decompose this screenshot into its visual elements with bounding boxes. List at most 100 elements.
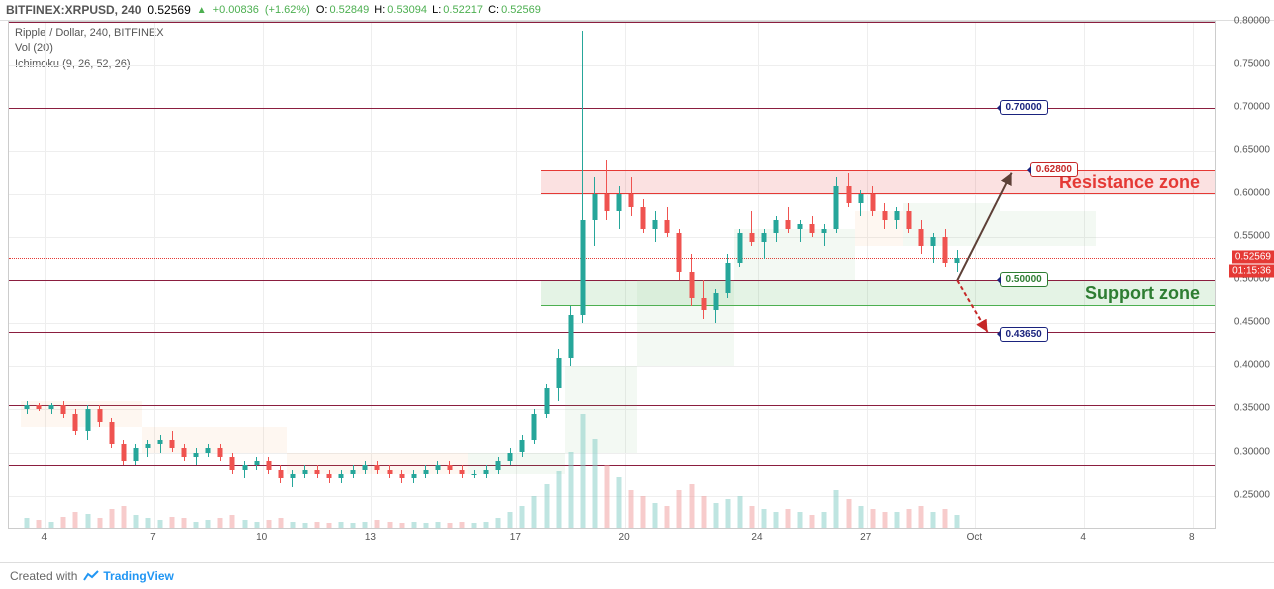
horizontal-line — [9, 258, 1215, 259]
volume-bar — [858, 506, 863, 528]
h-val: 0.53094 — [387, 4, 427, 16]
chart-header: BITFINEX:XRPUSD, 240 0.52569 ▲ +0.00836 … — [0, 0, 1274, 21]
volume-bar — [73, 512, 78, 528]
volume-bar — [931, 512, 936, 528]
h-label: H: — [374, 4, 385, 16]
volume-bar — [242, 520, 247, 528]
ichimoku-cloud — [565, 366, 637, 452]
l-label: L: — [432, 4, 441, 16]
gridline-v — [867, 22, 868, 528]
volume-bar — [955, 515, 960, 528]
volume-bar — [508, 512, 513, 528]
price-callout: 0.62800 — [1030, 162, 1078, 177]
volume-bar — [737, 496, 742, 528]
volume-bar — [882, 512, 887, 528]
x-axis: 47101317202427Oct4811 — [8, 529, 1216, 549]
volume-bar — [762, 509, 767, 528]
y-tick-label: 0.35000 — [1234, 403, 1270, 414]
volume-bar — [37, 520, 42, 528]
ichimoku-cloud — [468, 453, 565, 475]
x-tick-label: Oct — [967, 532, 983, 543]
volume-bar — [725, 499, 730, 528]
x-tick-label: 10 — [256, 532, 267, 543]
x-tick-label: 13 — [365, 532, 376, 543]
gridline-v — [975, 22, 976, 528]
volume-bar — [665, 506, 670, 528]
c-label: C: — [488, 4, 499, 16]
volume-bar — [568, 452, 573, 528]
volume-bar — [218, 518, 223, 528]
volume-bar — [653, 503, 658, 528]
volume-bar — [894, 512, 899, 528]
volume-bar — [351, 523, 356, 528]
volume-bar — [592, 439, 597, 528]
volume-bar — [315, 522, 320, 528]
volume-bar — [701, 496, 706, 528]
gridline-v — [45, 22, 46, 528]
x-tick-label: 20 — [619, 532, 630, 543]
volume-bar — [774, 512, 779, 528]
gridline-h — [9, 65, 1215, 66]
last-price: 0.52569 — [147, 3, 190, 17]
volume-bar — [484, 522, 489, 528]
volume-bar — [496, 518, 501, 528]
volume-bar — [556, 471, 561, 528]
volume-bar — [846, 499, 851, 528]
y-tick-label: 0.40000 — [1234, 360, 1270, 371]
resistance-zone-label: Resistance zone — [1059, 172, 1200, 193]
ichimoku-cloud — [903, 203, 1000, 246]
volume-bar — [109, 509, 114, 528]
gridline-v — [1193, 22, 1194, 528]
tv-text: TradingView — [103, 569, 173, 583]
volume-bar — [61, 517, 66, 528]
volume-bar — [145, 518, 150, 528]
volume-bar — [423, 523, 428, 528]
gridline-h — [9, 496, 1215, 497]
price-change-pct: (+1.62%) — [265, 4, 310, 16]
price-callout: 0.43650 — [1000, 327, 1048, 342]
volume-bar — [133, 515, 138, 528]
volume-bar — [810, 515, 815, 528]
volume-bar — [327, 523, 332, 528]
y-tick-label: 0.60000 — [1234, 188, 1270, 199]
y-tick-label: 0.25000 — [1234, 489, 1270, 500]
support-zone-label: Support zone — [1085, 283, 1200, 304]
volume-bar — [629, 490, 634, 528]
volume-bar — [677, 490, 682, 528]
volume-bar — [943, 509, 948, 528]
volume-bar — [834, 490, 839, 528]
chart-area[interactable]: Ripple / Dollar, 240, BITFINEX Vol (20) … — [8, 21, 1216, 529]
ichimoku-cloud — [1000, 211, 1097, 245]
x-tick-label: 27 — [860, 532, 871, 543]
y-axis: 0.250000.300000.350000.400000.450000.500… — [1218, 21, 1274, 529]
price-change: +0.00836 — [213, 4, 259, 16]
volume-bar — [206, 520, 211, 528]
price-callout: 0.70000 — [1000, 100, 1048, 115]
horizontal-line — [9, 22, 1215, 23]
volume-bar — [399, 523, 404, 528]
volume-bar — [158, 520, 163, 528]
volume-bar — [906, 509, 911, 528]
horizontal-line — [9, 465, 1215, 466]
volume-bar — [532, 496, 537, 528]
volume-bar — [302, 523, 307, 528]
volume-bar — [472, 523, 477, 528]
chart-container[interactable]: Ripple / Dollar, 240, BITFINEX Vol (20) … — [0, 21, 1274, 549]
volume-bar — [580, 414, 585, 528]
tradingview-logo[interactable]: TradingView — [83, 569, 173, 583]
vol-indicator-label: Vol (20) — [15, 41, 164, 56]
gridline-h — [9, 194, 1215, 195]
volume-bar — [749, 506, 754, 528]
volume-bar — [387, 522, 392, 528]
volume-bar — [49, 522, 54, 528]
y-tick-label: 0.65000 — [1234, 145, 1270, 156]
volume-bar — [822, 512, 827, 528]
current-price-tag: 0.52569 — [1232, 251, 1274, 264]
volume-bar — [460, 522, 465, 528]
x-tick-label: 24 — [751, 532, 762, 543]
volume-bar — [339, 522, 344, 528]
o-val: 0.52849 — [329, 4, 369, 16]
y-tick-label: 0.75000 — [1234, 59, 1270, 70]
ohlc-display: O:0.52849 H:0.53094 L:0.52217 C:0.52569 — [316, 4, 543, 16]
volume-bar — [447, 523, 452, 528]
